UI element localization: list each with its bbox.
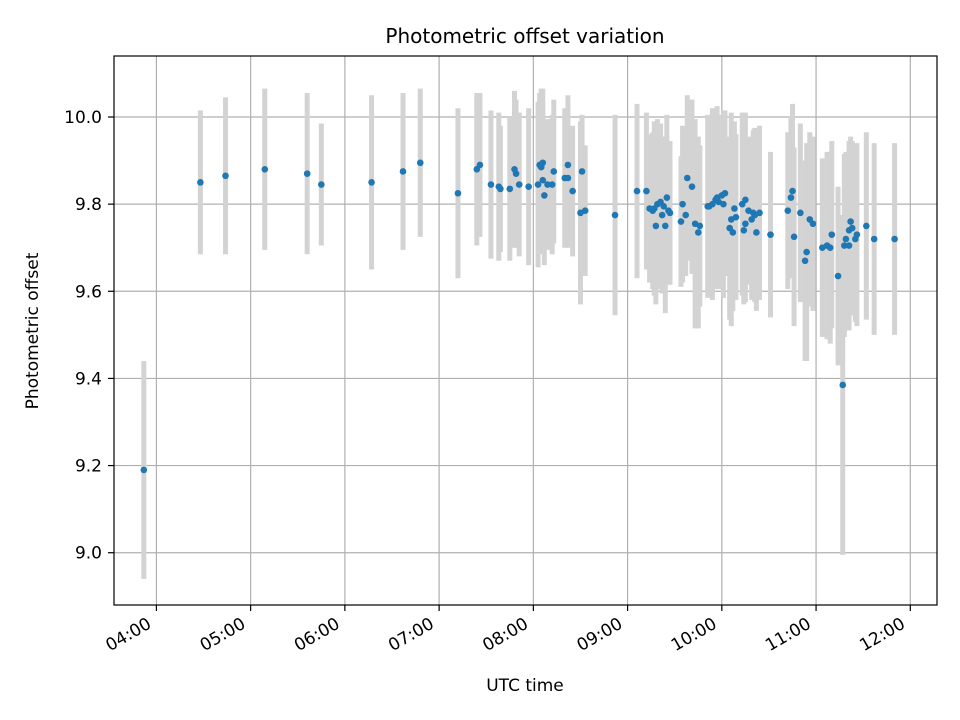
data-point [569,187,576,195]
data-point [732,213,740,221]
y-tick-label: 9.2 [75,457,102,477]
data-point [222,172,229,180]
data-point [729,229,737,236]
data-point [841,242,848,249]
data-point [870,235,878,243]
data-point [801,257,809,265]
data-point [581,207,589,214]
data-point [368,179,375,186]
data-point [753,229,760,236]
data-point [803,248,810,256]
data-points [140,159,898,474]
data-point [611,211,619,219]
data-point [694,229,702,236]
data-point [261,165,269,173]
data-point [578,168,586,175]
data-point [548,181,556,188]
chart-title: Photometric offset variation [385,24,664,48]
data-point [826,244,834,252]
data-point [809,220,817,228]
data-point [661,222,669,230]
data-point [696,222,704,230]
data-point [742,220,749,228]
data-point [497,185,504,193]
data-point [652,222,660,230]
data-point [742,196,749,204]
data-point [767,231,774,238]
data-point [454,189,462,197]
data-point [853,231,861,238]
data-point [740,226,748,234]
data-point [541,192,548,199]
data-point [534,181,542,188]
data-point [789,187,796,195]
grid [114,56,937,605]
data-point [539,159,547,167]
data-point [756,209,763,217]
data-point [677,218,685,225]
data-point [525,183,532,191]
y-tick-label: 9.4 [75,369,102,389]
data-point [140,466,148,474]
data-point [784,207,792,214]
data-point [863,222,870,230]
y-axis-label: Photometric offset [23,252,43,409]
data-point [399,168,407,175]
data-point [682,211,690,219]
data-point [663,194,671,201]
data-point [848,224,856,232]
data-point [839,381,847,389]
data-point [834,272,842,280]
data-point [720,200,727,208]
data-point [666,209,674,217]
data-point [683,174,691,182]
data-point [847,218,854,225]
data-point [731,205,738,212]
data-point [564,174,572,182]
data-point [688,183,696,191]
data-point [842,235,850,243]
data-point [476,161,484,169]
data-point [828,231,836,238]
data-point [487,181,495,188]
data-point [564,161,572,169]
data-point [790,233,798,241]
data-point [303,170,311,177]
data-point [550,168,558,175]
data-point [721,189,729,197]
data-point [544,181,551,188]
y-tick-label: 9.0 [75,544,102,564]
data-point [845,242,853,249]
y-axis-ticks: 9.0 9.2 9.4 9.6 9.8 10.0 [64,108,114,564]
data-point [643,187,650,195]
data-point [891,235,898,243]
y-tick-label: 9.6 [75,282,102,302]
data-point [318,181,325,188]
data-point [787,194,795,201]
plot-frame [113,55,938,606]
x-axis-label: UTC time [486,676,564,696]
data-point [539,176,547,184]
y-tick-label: 10.0 [64,108,102,128]
data-point [197,179,204,186]
data-point [797,209,804,217]
data-point [512,170,520,177]
y-tick-label: 9.8 [75,195,102,215]
data-point [633,187,641,195]
data-point [660,203,668,210]
data-point [679,200,686,208]
data-point [515,181,523,188]
data-point [416,159,424,167]
data-point [658,211,666,219]
data-point [506,185,514,193]
